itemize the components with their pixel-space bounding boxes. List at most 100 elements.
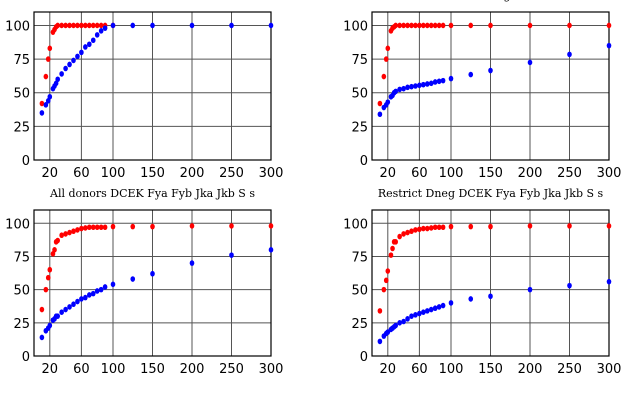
data-point xyxy=(75,227,80,233)
series-blue xyxy=(39,22,274,116)
data-point xyxy=(45,274,51,281)
data-point xyxy=(401,85,406,92)
data-point xyxy=(397,86,402,93)
data-point xyxy=(150,270,155,277)
data-point xyxy=(47,266,53,273)
y-tick-label: 0 xyxy=(22,154,30,169)
data-point xyxy=(413,312,418,318)
data-point xyxy=(63,306,68,313)
plot-frame xyxy=(33,209,272,357)
data-point xyxy=(405,316,410,322)
data-point xyxy=(390,245,395,252)
data-point xyxy=(79,296,84,302)
data-point xyxy=(229,223,234,229)
data-point xyxy=(377,111,383,118)
x-tick-label: 20 xyxy=(42,362,59,377)
data-point xyxy=(397,22,402,29)
y-tick-label: 25 xyxy=(351,120,368,135)
data-point xyxy=(75,298,80,305)
data-point xyxy=(432,305,438,312)
data-point xyxy=(55,237,60,244)
data-point xyxy=(98,28,104,34)
x-tick-label: 250 xyxy=(219,166,244,181)
data-point xyxy=(90,290,96,297)
series-blue xyxy=(377,278,612,345)
data-point xyxy=(405,84,410,91)
y-tick-label: 50 xyxy=(351,87,368,102)
subplot-2: Restrict Dneg DCEK 20 60 100 150 200 250 300 0 25… xyxy=(343,0,621,181)
data-point xyxy=(377,308,383,314)
x-tick-label: 60 xyxy=(411,166,428,181)
subplot-4: Restrict Dneg DCEK Fya Fyb Jka Jkb S s 20… xyxy=(343,187,621,377)
data-point xyxy=(448,223,454,230)
subplot-title: All donors DCEK Fya Fyb Jka Jkb S s xyxy=(49,187,255,200)
y-tick-label: 50 xyxy=(13,284,30,299)
series-blue xyxy=(39,247,274,341)
data-point xyxy=(130,22,136,29)
data-point xyxy=(383,56,389,62)
data-point xyxy=(425,225,430,232)
x-tick-label: 300 xyxy=(597,362,622,377)
data-point xyxy=(527,22,533,29)
data-point xyxy=(102,284,108,290)
data-point xyxy=(43,286,49,293)
data-point xyxy=(377,338,383,345)
data-point xyxy=(67,61,72,68)
data-point xyxy=(229,252,234,258)
data-point xyxy=(87,292,92,298)
data-point xyxy=(39,334,45,341)
plot-frame xyxy=(371,11,610,161)
data-point xyxy=(90,37,96,44)
data-point xyxy=(79,22,84,29)
data-point xyxy=(79,49,84,56)
y-tick-label: 50 xyxy=(351,284,368,299)
data-point xyxy=(90,22,96,29)
x-tick-label: 60 xyxy=(73,166,90,181)
y-tick-label: 25 xyxy=(13,120,30,135)
y-tick-label: 25 xyxy=(13,317,30,332)
data-point xyxy=(83,44,88,50)
x-tick-label: 150 xyxy=(140,362,165,377)
data-point xyxy=(94,22,100,29)
data-point xyxy=(401,22,406,29)
data-point xyxy=(432,224,438,231)
x-tick-label: 150 xyxy=(140,166,165,181)
x-tick-label: 250 xyxy=(219,362,244,377)
data-point xyxy=(55,76,60,83)
data-point xyxy=(47,93,53,100)
x-tick-label: 20 xyxy=(380,362,397,377)
x-tick-label: 200 xyxy=(518,166,543,181)
data-point xyxy=(425,81,430,87)
x-tick-label: 200 xyxy=(180,362,205,377)
data-point xyxy=(488,223,493,230)
data-point xyxy=(421,225,426,232)
data-point xyxy=(409,228,414,235)
data-point xyxy=(405,22,410,29)
data-point xyxy=(388,252,394,258)
x-tick-label: 100 xyxy=(101,166,126,181)
data-point xyxy=(67,304,72,310)
data-point xyxy=(39,306,45,313)
data-point xyxy=(397,233,402,240)
data-point xyxy=(47,45,53,52)
y-tick-label: 75 xyxy=(13,53,30,68)
y-tick-label: 100 xyxy=(343,19,368,34)
data-point xyxy=(440,302,446,309)
data-point xyxy=(417,310,422,317)
data-point xyxy=(189,260,195,266)
data-point xyxy=(83,294,88,301)
data-point xyxy=(47,322,53,329)
data-point xyxy=(468,71,474,78)
data-point xyxy=(421,309,426,316)
x-tick-label: 200 xyxy=(518,362,543,377)
data-point xyxy=(130,223,136,230)
data-point xyxy=(385,45,391,52)
data-point xyxy=(102,25,108,31)
data-point xyxy=(268,22,274,29)
subplot-1: All donors DCEK 20 60 100 150 200 250 300 0 25 50 7… xyxy=(5,0,283,181)
data-point xyxy=(393,239,399,245)
data-point xyxy=(527,59,533,66)
data-point xyxy=(377,100,383,107)
data-point xyxy=(381,73,387,80)
data-point xyxy=(425,22,430,29)
